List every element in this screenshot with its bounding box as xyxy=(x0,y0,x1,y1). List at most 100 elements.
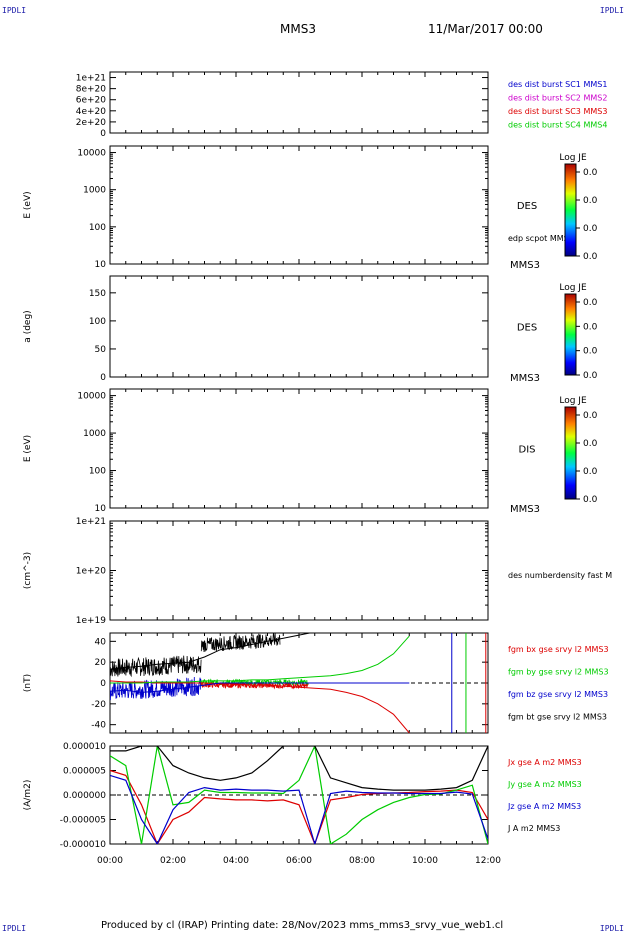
current-series xyxy=(110,746,488,844)
legend-entry: J A m2 MMS3 xyxy=(507,824,560,833)
legend-entry: Jz gse A m2 MMS3 xyxy=(507,802,581,811)
panel-frame xyxy=(109,71,489,134)
x-tick-label: 12:00 xyxy=(475,856,501,866)
legend-entry: fgm bx gse srvy l2 MMS3 xyxy=(508,645,609,654)
y-axis-label: E (eV) xyxy=(23,191,33,218)
y-tick-label: 2e+20 xyxy=(76,118,107,128)
legend-entry: fgm by gse srvy l2 MMS3 xyxy=(508,668,609,677)
panel-frame xyxy=(109,275,489,378)
series-line xyxy=(110,769,488,844)
colorbar-tick-label: 0.0 xyxy=(583,298,598,308)
series-line xyxy=(110,746,488,791)
colorbar-tick-label: 0.0 xyxy=(583,322,598,332)
legend-entry: des dist burst SC3 MMS3 xyxy=(508,107,607,116)
corner-logo-top-left: IPDLI xyxy=(2,6,27,15)
x-tick-label: 08:00 xyxy=(349,856,375,866)
x-tick-label: 02:00 xyxy=(160,856,186,866)
colorbar-tick-label: 0.0 xyxy=(583,196,598,206)
panel-label: DES xyxy=(517,201,537,212)
legend-entry: des dist burst SC4 MMS4 xyxy=(508,121,607,130)
series-noise xyxy=(200,633,281,653)
y-tick-label: 0.000000 xyxy=(63,791,106,801)
spacecraft-title: MMS3 xyxy=(280,22,316,36)
y-tick-label: 0.000005 xyxy=(63,767,106,777)
series-noise xyxy=(110,676,202,701)
series-line xyxy=(110,633,313,670)
y-tick-label: 0 xyxy=(100,129,106,139)
y-tick-label: 1e+21 xyxy=(76,517,106,527)
colorbar-title: Log JE xyxy=(559,153,587,163)
y-tick-label: -40 xyxy=(91,721,106,731)
colorbar xyxy=(564,163,577,257)
y-tick-label: 1e+19 xyxy=(76,616,107,626)
y-tick-label: -20 xyxy=(91,700,106,710)
y-tick-label: 4e+20 xyxy=(76,107,107,117)
y-axis-label: E (eV) xyxy=(23,435,33,462)
series-line xyxy=(110,635,410,684)
y-tick-label: 1000 xyxy=(83,186,106,196)
legend-entry: des dist burst SC2 MMS2 xyxy=(508,94,607,103)
colorbar-title: Log JE xyxy=(559,396,587,406)
series-line xyxy=(110,680,410,733)
y-tick-label: 10 xyxy=(95,504,107,514)
colorbar-tick-label: 0.0 xyxy=(583,252,598,262)
y-tick-label: 50 xyxy=(95,345,107,355)
panel-frame xyxy=(109,145,489,265)
x-tick-label: 10:00 xyxy=(412,856,438,866)
y-tick-label: 100 xyxy=(89,467,106,477)
colorbar-tick-label: 0.0 xyxy=(583,495,598,505)
y-axis-label: a (deg) xyxy=(23,310,33,342)
series-line xyxy=(110,682,410,693)
y-axis-label: (nT) xyxy=(23,674,33,692)
corner-logo-top-right: IPDLI xyxy=(599,6,624,15)
colorbar-title: Log JE xyxy=(559,283,587,293)
panel-spacecraft: MMS3 xyxy=(510,373,540,384)
y-tick-label: 150 xyxy=(89,289,106,299)
x-tick-label: 06:00 xyxy=(286,856,312,866)
date-title: 11/Mar/2017 00:00 xyxy=(428,22,543,36)
series-line xyxy=(110,774,488,844)
y-tick-label: 0.000010 xyxy=(63,742,106,752)
series-line xyxy=(110,746,488,844)
panel-spacecraft: MMS3 xyxy=(510,260,540,271)
colorbar-tick-label: 0.0 xyxy=(583,439,598,449)
legend-entry: fgm bt gse srvy l2 MMS3 xyxy=(508,713,607,722)
colorbar-tick-label: 0.0 xyxy=(583,371,598,381)
y-tick-label: 0 xyxy=(100,679,106,689)
x-tick-label: 04:00 xyxy=(223,856,249,866)
corner-logo-bottom-left: IPDLI xyxy=(2,924,27,933)
y-tick-label: -0.000005 xyxy=(60,816,106,826)
colorbar-tick-label: 0.0 xyxy=(583,347,598,357)
panel-label: DES xyxy=(517,323,537,334)
y-tick-label: 10000 xyxy=(77,392,106,402)
footer-credits: Produced by cl (IRAP) Printing date: 28/… xyxy=(101,920,504,931)
panel-label: DIS xyxy=(519,445,536,456)
y-tick-label: -0.000010 xyxy=(60,840,106,850)
y-tick-label: 10000 xyxy=(77,149,106,159)
fgm-series xyxy=(110,633,487,733)
panel-frame xyxy=(109,388,489,509)
panel-sublabel: edp scpot MMS3 xyxy=(508,234,574,243)
legend-entry: des dist burst SC1 MMS1 xyxy=(508,80,607,89)
panel-spacecraft: MMS3 xyxy=(510,504,540,515)
colorbar xyxy=(564,293,577,376)
y-tick-label: 20 xyxy=(95,658,107,668)
y-axis-label: (A/m2) xyxy=(23,780,33,811)
y-tick-label: 1000 xyxy=(83,429,106,439)
corner-logo-bottom-right: IPDLI xyxy=(599,924,624,933)
y-tick-label: 8e+20 xyxy=(76,85,107,95)
y-tick-label: 1e+21 xyxy=(76,74,106,84)
colorbar-tick-label: 0.0 xyxy=(583,411,598,421)
y-tick-label: 1e+20 xyxy=(76,567,107,577)
y-tick-label: 100 xyxy=(89,223,106,233)
legend-entry: des numberdensity fast M xyxy=(508,571,612,580)
colorbar-tick-label: 0.0 xyxy=(583,168,598,178)
colorbar-tick-label: 0.0 xyxy=(583,467,598,477)
x-tick-label: 00:00 xyxy=(97,856,123,866)
y-tick-label: 10 xyxy=(95,260,107,270)
y-axis-label: (cm^-3) xyxy=(23,552,33,589)
series-noise xyxy=(110,655,202,678)
y-tick-label: 40 xyxy=(95,637,107,647)
panel-frame xyxy=(109,520,489,621)
